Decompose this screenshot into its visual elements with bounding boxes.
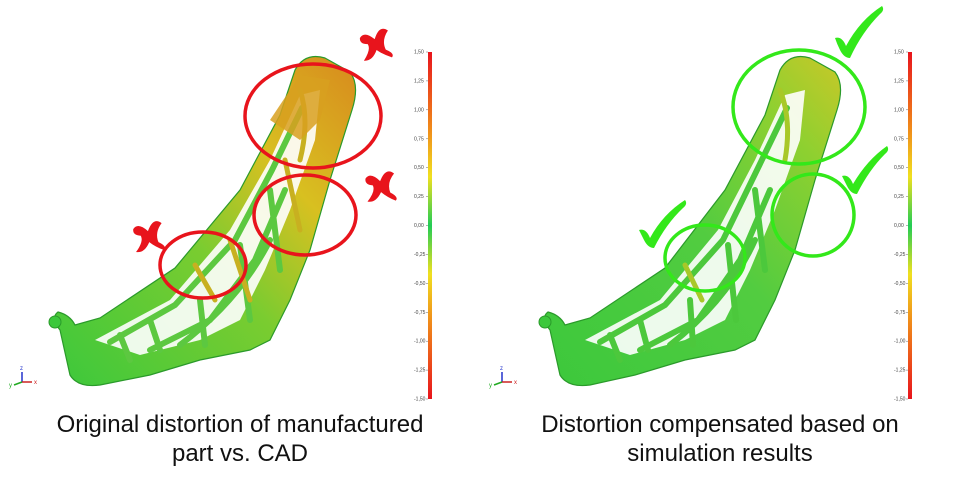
highlight-circles-green [663, 48, 867, 293]
highlight-circle-top [243, 62, 383, 170]
distortion-scene-compensated: 1,50 1,25 1,00 0,75 0,50 0,25 0,00 -0,25 -0,50 -0… [489, 6, 912, 403]
scale-tick-label: -1,50 [414, 397, 426, 403]
lattice-part-compensated [538, 55, 842, 387]
scale-tick-label: -1,00 [894, 339, 906, 345]
axis-y-label: y [9, 383, 12, 389]
color-scale-legend: 1,50 1,25 1,00 0,75 0,50 0,25 0,00 -0,25 -0,50 -0… [894, 50, 912, 403]
scale-tick-label: -0,50 [414, 281, 426, 287]
scale-tick-label: 0,00 [894, 223, 904, 229]
caption-compensated: Distortion compensated based on simulati… [480, 410, 960, 468]
caption-line-2: simulation results [627, 440, 813, 467]
scale-tick-label: -0,75 [414, 310, 426, 316]
caption-line-1: Original distortion of manufactured [56, 411, 424, 438]
lattice-part-original [48, 55, 357, 387]
caption-original: Original distortion of manufactured part… [0, 410, 480, 468]
scale-tick-label: 1,50 [894, 50, 904, 56]
scale-tick-label: 0,75 [414, 136, 424, 142]
scale-tick-label: 1,50 [414, 50, 424, 56]
scale-tick-label: -0,25 [894, 252, 906, 258]
highlight-circle-middle [252, 173, 358, 257]
scale-tick-label: 1,25 [894, 78, 904, 84]
scale-tick-label: -0,25 [414, 252, 426, 258]
caption-line-1: Distortion compensated based on [541, 411, 899, 438]
scale-tick-label: -1,25 [414, 368, 426, 374]
scale-tick-label: -1,50 [894, 397, 906, 403]
scale-tick-label: 0,25 [894, 194, 904, 200]
axis-z-label: z [500, 366, 503, 372]
scale-tick-label: 0,50 [414, 165, 424, 171]
scale-tick-label: -1,00 [414, 339, 426, 345]
scale-tick-label: -1,25 [894, 368, 906, 374]
axis-y-label: y [489, 383, 492, 389]
scale-tick-label: 0,00 [414, 223, 424, 229]
scale-tick-label: -0,50 [894, 281, 906, 287]
scale-tick-label: 0,75 [894, 136, 904, 142]
scale-tick-label: 0,50 [894, 165, 904, 171]
scale-tick-label: 1,25 [414, 78, 424, 84]
highlight-circle-middle [770, 172, 856, 258]
cross-mark-icon [133, 28, 397, 253]
axis-triad: z y x [489, 366, 517, 389]
check-mark-icon [639, 6, 889, 248]
scale-tick-label: 1,00 [414, 107, 424, 113]
axis-triad: z y x [9, 366, 37, 389]
right-panel: 1,50 1,25 1,00 0,75 0,50 0,25 0,00 -0,25 -0,50 -0… [480, 0, 960, 496]
axis-z-label: z [20, 366, 23, 372]
caption-line-2: part vs. CAD [171, 440, 309, 467]
highlight-circle-top [731, 48, 867, 166]
distortion-scene-original: 1,50 1,25 1,00 0,75 0,50 0,25 0,00 -0,25 -0,50 -0… [9, 28, 432, 403]
color-scale-legend: 1,50 1,25 1,00 0,75 0,50 0,25 0,00 -0,25 -0,50 -0… [414, 50, 432, 403]
highlight-circles-red [158, 62, 383, 300]
scale-tick-label: -0,75 [894, 310, 906, 316]
highlight-circle-lower [663, 223, 747, 293]
scale-tick-label: 1,00 [894, 107, 904, 113]
axis-x-label: x [34, 380, 37, 386]
scale-tick-label: 0,25 [414, 194, 424, 200]
axis-x-label: x [514, 380, 517, 386]
highlight-circle-lower [158, 230, 248, 300]
left-panel: 1,50 1,25 1,00 0,75 0,50 0,25 0,00 -0,25 -0,50 -0… [0, 28, 480, 468]
